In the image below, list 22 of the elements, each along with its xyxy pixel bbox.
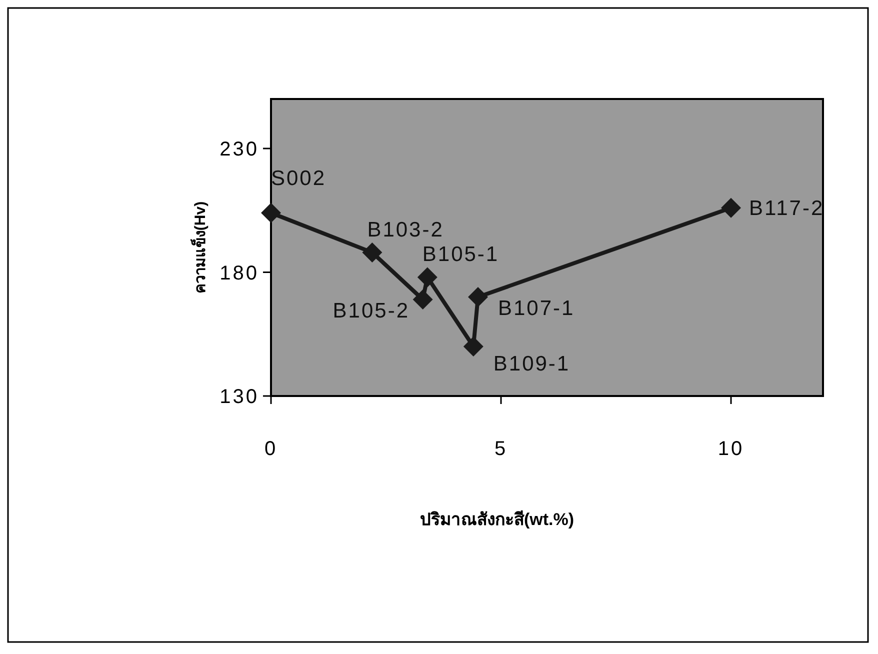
point	[261, 202, 281, 223]
annotation: B107-1	[498, 297, 575, 320]
point	[468, 287, 488, 307]
point	[417, 267, 438, 288]
annotation: B117-2	[749, 196, 824, 220]
point	[412, 289, 433, 310]
annotation: S002	[271, 166, 326, 190]
y-tick-label: 230	[220, 138, 259, 160]
x-tick-label: 10	[718, 438, 744, 460]
x-tick-label: 5	[494, 438, 508, 460]
y-tick-label: 130	[220, 386, 259, 408]
y-tick-label: 180	[220, 262, 259, 284]
annotation: B105-1	[422, 243, 500, 266]
x-tick-label: 0	[264, 438, 278, 460]
point	[463, 336, 484, 356]
annotation: B105-2	[332, 299, 410, 322]
point	[362, 242, 382, 262]
x-axis-title: ปริมาณสังกะสี(wt.%)	[420, 509, 574, 529]
annotation: B103-2	[367, 218, 444, 242]
annotation: B109-1	[493, 352, 570, 376]
point	[721, 198, 741, 218]
y-axis-title: ความแข็ง(Hv)	[190, 201, 209, 294]
